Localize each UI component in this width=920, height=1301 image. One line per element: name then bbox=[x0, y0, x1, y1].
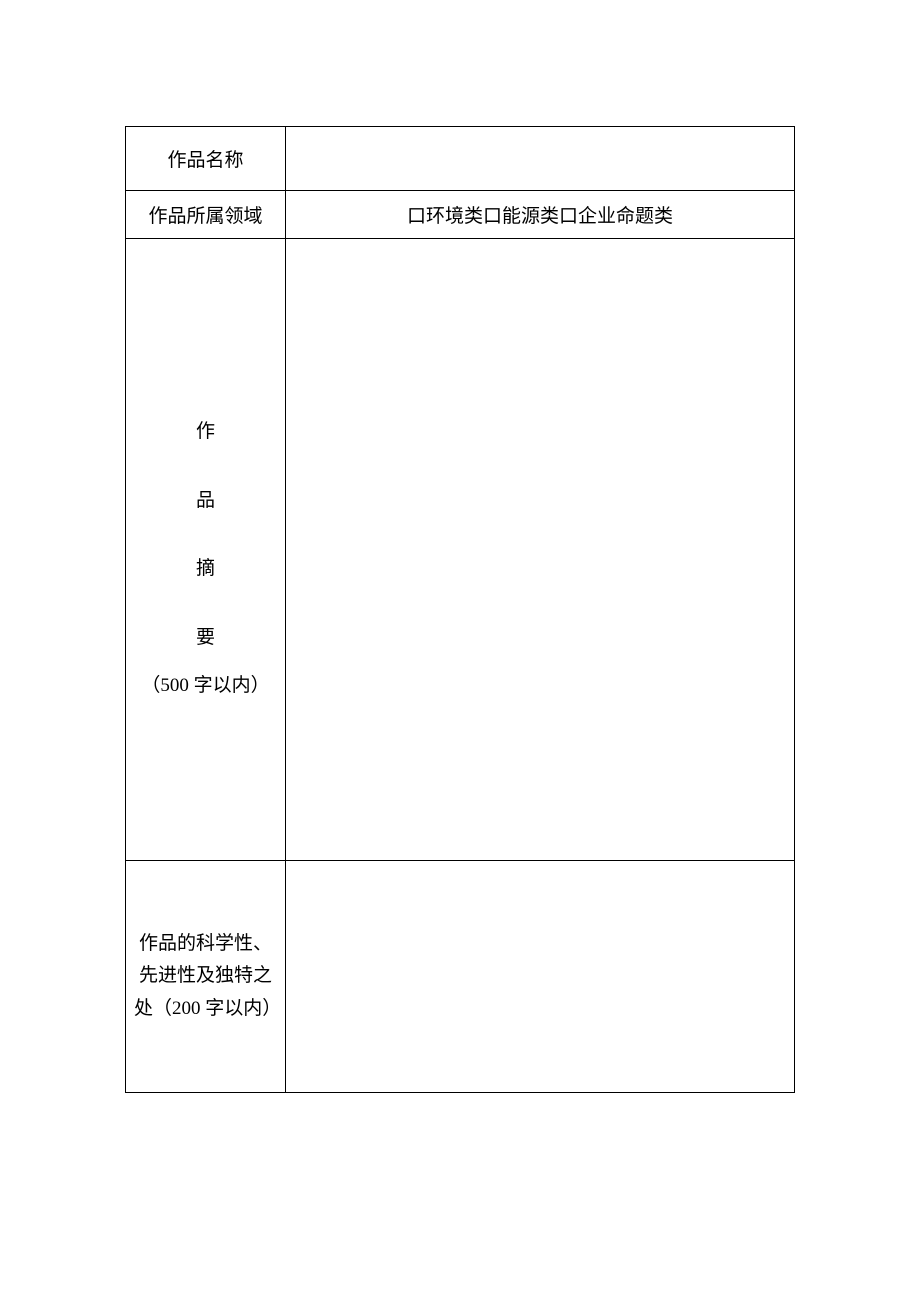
form-table: 作品名称作品所属领域口环境类口能源类口企业命题类作品摘要 （500 字以内） 作品的… bbox=[125, 126, 795, 1093]
row-label: 作品的科学性、先进性及独特之处（200 字以内） bbox=[126, 861, 286, 1093]
table-row: 作品名称 bbox=[126, 127, 795, 191]
label-char: 品 bbox=[196, 487, 215, 516]
row-label: 作品名称 bbox=[126, 127, 286, 191]
row-value bbox=[286, 861, 795, 1093]
form-table-body: 作品名称作品所属领域口环境类口能源类口企业命题类作品摘要 （500 字以内） 作品的… bbox=[126, 127, 795, 1093]
wrap-label: 作品的科学性、先进性及独特之处（200 字以内） bbox=[130, 928, 281, 1025]
label-char: 作 bbox=[196, 418, 215, 447]
row-value bbox=[286, 239, 795, 861]
row-label: 作品摘要 （500 字以内） bbox=[126, 239, 286, 861]
table-row: 作品摘要 （500 字以内） bbox=[126, 239, 795, 861]
label-char: 摘 bbox=[196, 555, 215, 584]
label-char: 要 bbox=[196, 624, 215, 653]
row-value bbox=[286, 127, 795, 191]
label-suffix: （500 字以内） bbox=[141, 672, 269, 701]
row-value: 口环境类口能源类口企业命题类 bbox=[286, 191, 795, 239]
row-label: 作品所属领域 bbox=[126, 191, 286, 239]
table-row: 作品所属领域口环境类口能源类口企业命题类 bbox=[126, 191, 795, 239]
vertical-label: 作品摘要 （500 字以内） bbox=[130, 398, 281, 701]
table-row: 作品的科学性、先进性及独特之处（200 字以内） bbox=[126, 861, 795, 1093]
